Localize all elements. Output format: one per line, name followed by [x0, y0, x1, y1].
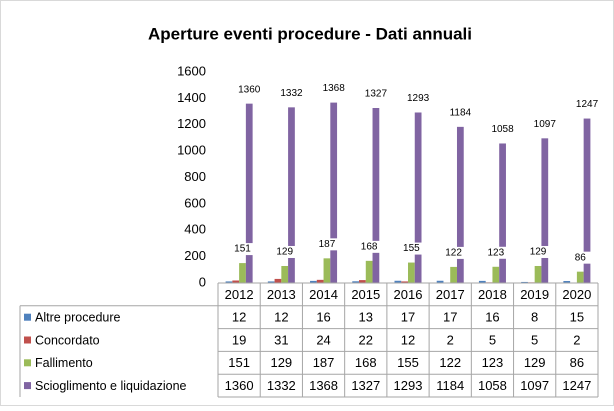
table-cell: 5: [489, 332, 496, 347]
table-cell: 12: [274, 310, 288, 325]
x-tick-label: 2017: [436, 287, 465, 302]
table-cell: 12: [232, 310, 246, 325]
table-cell: 24: [316, 332, 330, 347]
bar: [535, 266, 542, 283]
x-tick-label: 2016: [394, 287, 423, 302]
data-label: 1184: [450, 108, 472, 119]
y-tick-label: 200: [184, 248, 206, 263]
bar: [492, 267, 499, 283]
bar: [577, 272, 584, 283]
legend-swatch: [24, 314, 31, 321]
data-label: 1327: [365, 89, 388, 100]
data-label: 129: [530, 247, 547, 258]
bar: [415, 112, 422, 283]
legend-label: Altre procedure: [35, 310, 121, 324]
table-cell: 15: [570, 310, 584, 325]
y-tick-label: 1600: [177, 63, 206, 78]
data-label: 123: [487, 247, 504, 258]
data-label: 1247: [576, 99, 599, 110]
table-cell: 1097: [520, 378, 549, 393]
data-label: 168: [361, 241, 378, 252]
table-cell: 31: [274, 332, 288, 347]
x-tick-label: 2018: [478, 287, 507, 302]
table-cell: 122: [439, 355, 461, 370]
data-label: 1332: [280, 88, 303, 99]
data-label: 155: [403, 243, 420, 254]
chart-title: Aperture eventi procedure - Dati annuali: [148, 24, 472, 43]
bar: [324, 258, 331, 283]
table-cell: 1247: [562, 378, 591, 393]
bar: [281, 266, 288, 283]
bar: [246, 104, 253, 283]
bar: [541, 138, 548, 283]
table-cell: 1332: [267, 378, 296, 393]
y-tick-label: 0: [199, 274, 206, 289]
table-cell: 2: [573, 332, 580, 347]
table-cell: 123: [482, 355, 504, 370]
y-tick-label: 1200: [177, 116, 206, 131]
table-cell: 155: [397, 355, 419, 370]
table-cell: 129: [524, 355, 546, 370]
bar: [330, 103, 337, 283]
table-cell: 1368: [309, 378, 338, 393]
y-tick-label: 600: [184, 195, 206, 210]
table-cell: 1293: [394, 378, 423, 393]
bar: [499, 143, 506, 283]
table-cell: 16: [316, 310, 330, 325]
legend-swatch: [24, 359, 31, 366]
table-cell: 86: [570, 355, 584, 370]
y-tick-label: 1400: [177, 90, 206, 105]
data-label: 1058: [491, 124, 514, 135]
data-label: 1368: [323, 83, 346, 94]
table-cell: 8: [531, 310, 538, 325]
table-cell: 17: [401, 310, 415, 325]
table-cell: 22: [359, 332, 373, 347]
table-cell: 1360: [225, 378, 254, 393]
legend-label: Concordato: [35, 333, 100, 347]
table-cell: 1058: [478, 378, 507, 393]
table-cell: 16: [485, 310, 499, 325]
table-cell: 19: [232, 332, 246, 347]
data-label: 1293: [407, 93, 430, 104]
table-cell: 5: [531, 332, 538, 347]
bar: [366, 261, 373, 283]
legend-swatch: [24, 382, 31, 389]
legend-label: Scioglimento e liquidazione: [35, 379, 187, 393]
table-cell: 12: [401, 332, 415, 347]
x-tick-label: 2015: [351, 287, 380, 302]
data-label: 151: [234, 244, 251, 255]
y-tick-label: 400: [184, 222, 206, 237]
legend-swatch: [24, 337, 31, 344]
bar: [450, 267, 457, 283]
bar: [457, 127, 464, 283]
data-label: 129: [276, 247, 293, 258]
table-cell: 1327: [351, 378, 380, 393]
x-tick-label: 2020: [562, 287, 591, 302]
table-cell: 13: [359, 310, 373, 325]
bar: [408, 263, 415, 283]
data-label: 1360: [238, 84, 261, 95]
bar: [373, 108, 380, 283]
bar: [239, 263, 246, 283]
data-label: 187: [319, 239, 336, 250]
x-tick-label: 2019: [520, 287, 549, 302]
legend-label: Fallimento: [35, 356, 93, 370]
table-cell: 17: [443, 310, 457, 325]
table-cell: 168: [355, 355, 377, 370]
x-tick-label: 2012: [225, 287, 254, 302]
bar: [275, 279, 282, 283]
table-cell: 187: [313, 355, 335, 370]
table-cell: 1184: [436, 378, 464, 393]
table-cell: 2: [447, 332, 454, 347]
y-tick-label: 800: [184, 169, 206, 184]
table-cell: 129: [270, 355, 292, 370]
y-tick-label: 1000: [177, 143, 206, 158]
data-label: 86: [575, 252, 587, 263]
x-tick-label: 2013: [267, 287, 296, 302]
table-cell: 151: [228, 355, 250, 370]
data-label: 1097: [534, 119, 557, 130]
x-tick-label: 2014: [309, 287, 338, 302]
data-label: 122: [445, 248, 462, 259]
